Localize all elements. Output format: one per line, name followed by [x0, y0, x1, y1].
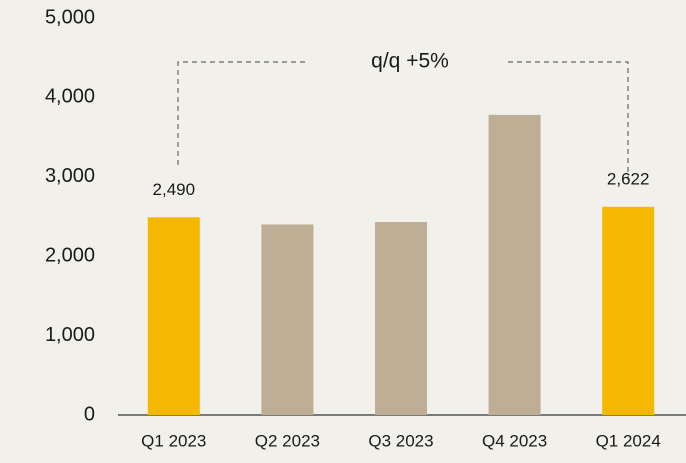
x-tick-label: Q1 2024 [596, 431, 661, 450]
y-tick-label: 0 [84, 403, 95, 425]
x-tick-label: Q1 2023 [141, 431, 206, 450]
value-label: 2,490 [153, 180, 196, 199]
value-label: 2,622 [607, 169, 650, 188]
x-tick-label: Q2 2023 [255, 431, 320, 450]
y-tick-label: 3,000 [45, 165, 95, 187]
bar [602, 206, 655, 415]
bracket-right [508, 61, 629, 180]
bracket-left [177, 61, 305, 165]
x-tick-label: Q3 2023 [368, 431, 433, 450]
annotation-bracket [177, 61, 629, 180]
bar [375, 222, 427, 415]
y-tick-label: 2,000 [45, 244, 95, 266]
y-tick-label: 4,000 [45, 86, 95, 108]
annotation: q/q +5% [371, 50, 449, 73]
y-tick-label: 5,000 [45, 6, 95, 28]
bar [488, 114, 541, 416]
y-tick-label: 1,000 [45, 324, 95, 346]
bar [147, 217, 200, 415]
x-tick-label: Q4 2023 [482, 431, 547, 450]
bar [261, 224, 314, 415]
